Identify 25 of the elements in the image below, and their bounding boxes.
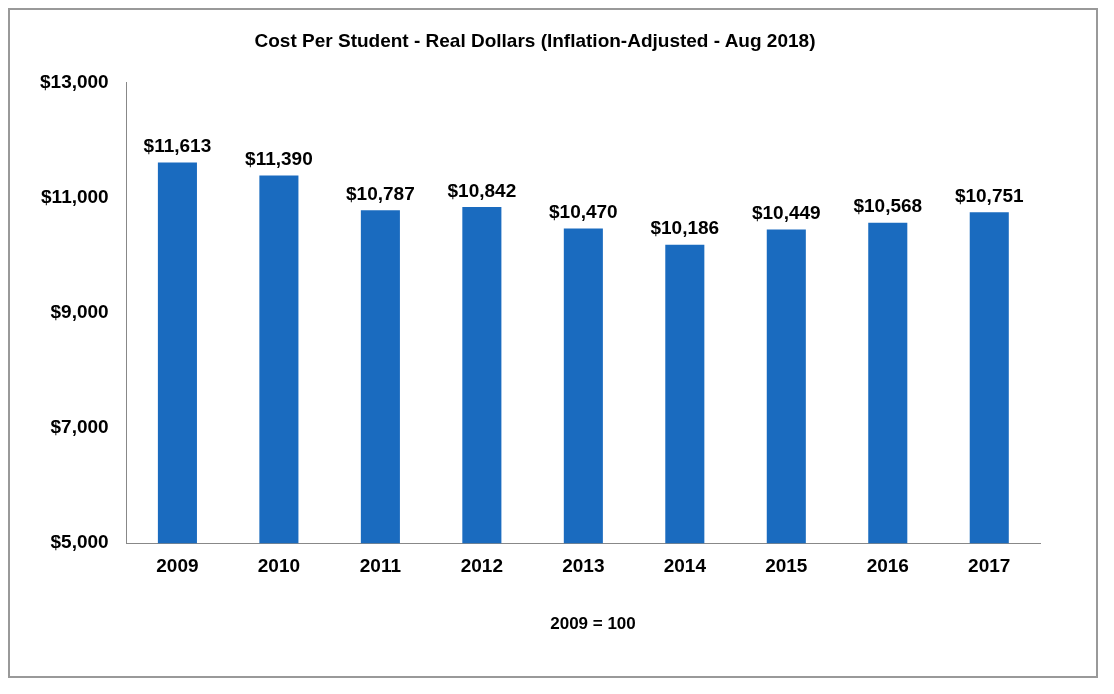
- chart-title: Cost Per Student - Real Dollars (Inflation-Adjusted - Aug 2018): [254, 29, 816, 51]
- x-tick-label: 2017: [968, 554, 1011, 576]
- data-label: $10,186: [650, 217, 720, 239]
- data-label: $10,787: [346, 182, 415, 204]
- y-tick-label: $11,000: [41, 186, 109, 208]
- x-tick-label: 2015: [765, 554, 808, 576]
- data-label: $10,751: [954, 184, 1025, 206]
- x-tick-label: 2013: [562, 554, 605, 576]
- x-tick-label: 2010: [257, 554, 301, 576]
- x-tick-label: 2014: [663, 554, 707, 576]
- x-tick-label: 2009: [156, 554, 199, 576]
- data-label: $10,842: [447, 179, 517, 201]
- data-label: $10,449: [751, 202, 821, 224]
- x-tick-label: 2012: [460, 554, 503, 576]
- y-tick-label: $9,000: [50, 301, 109, 323]
- y-tick-label: $13,000: [39, 71, 109, 93]
- data-label: $11,390: [245, 148, 313, 170]
- y-tick-label: $7,000: [50, 416, 109, 438]
- data-label: $10,568: [853, 195, 923, 217]
- x-tick-label: 2011: [359, 554, 402, 576]
- y-tick-label: $5,000: [50, 531, 109, 553]
- data-label: $11,613: [143, 135, 212, 157]
- text: 2009 = 100: [549, 614, 637, 634]
- x-tick-label: 2016: [866, 554, 909, 576]
- data-label: $10,470: [549, 201, 618, 223]
